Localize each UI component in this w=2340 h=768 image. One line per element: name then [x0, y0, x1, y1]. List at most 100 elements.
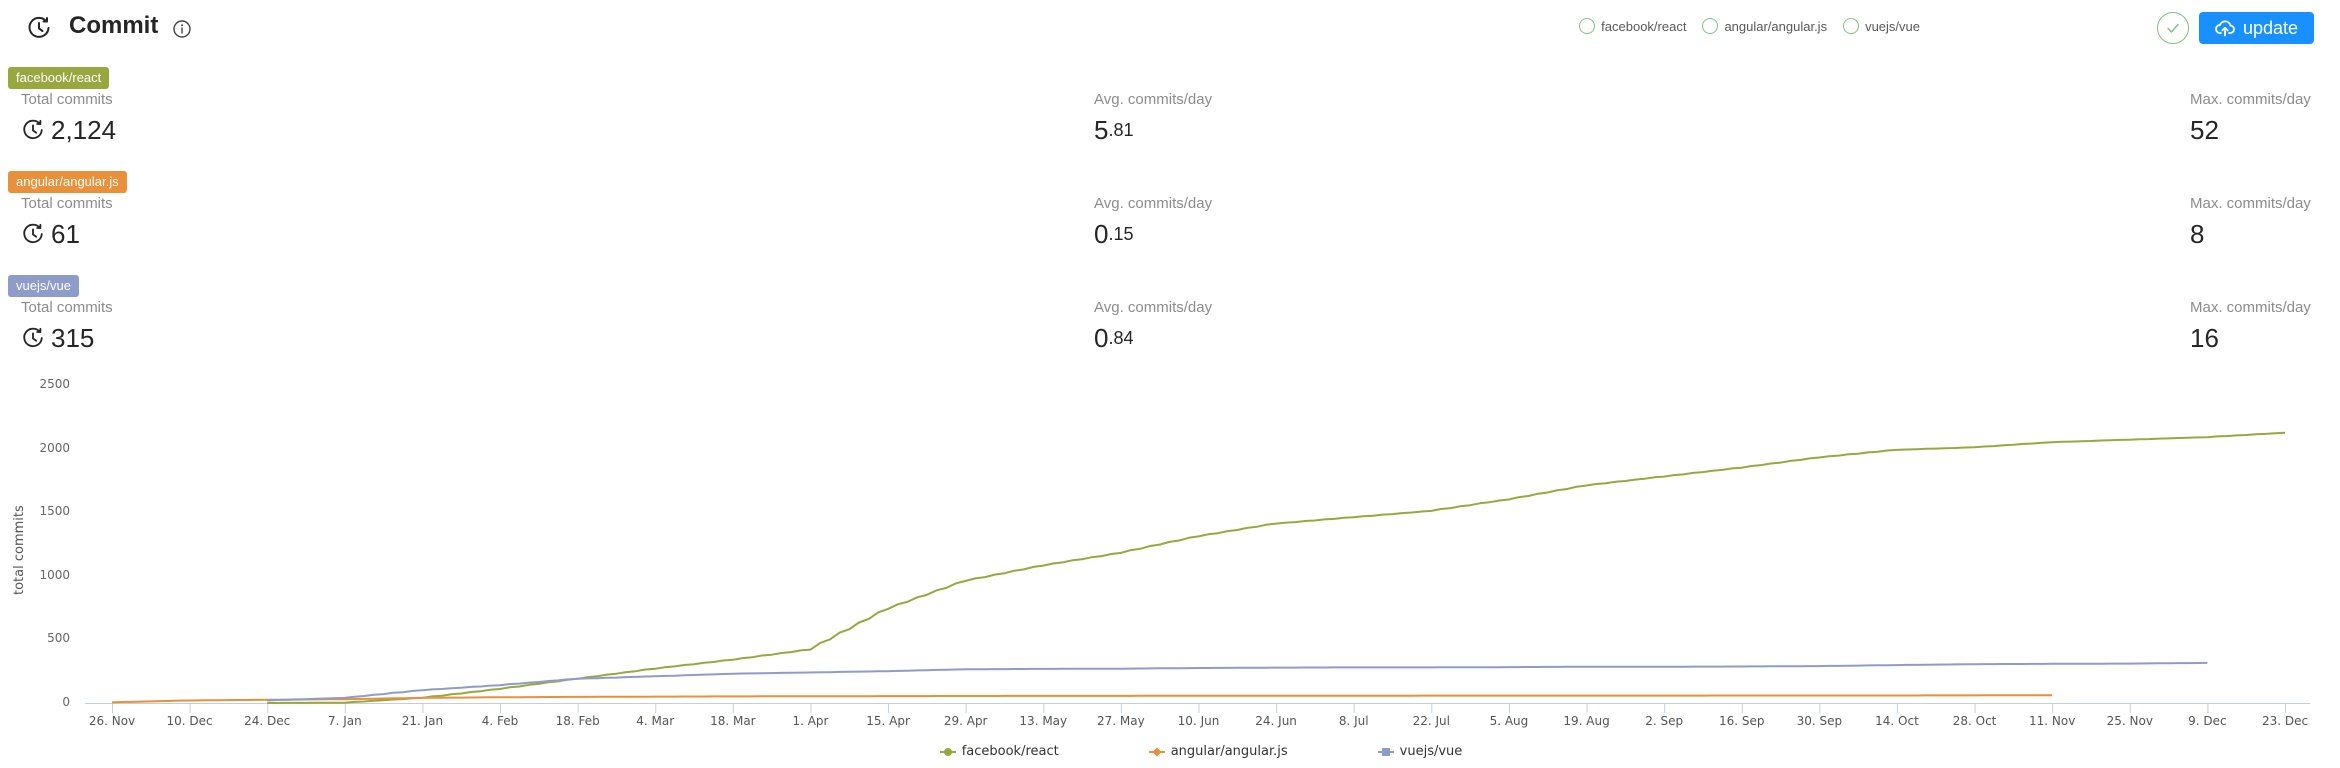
update-button-label: update [2242, 17, 2299, 38]
stat-label: Avg. commits/day [1094, 195, 1213, 212]
update-button[interactable]: update [2199, 12, 2314, 44]
repo-toggle-group: facebook/react angular/angular.js vuejs/… [1579, 18, 1920, 34]
stat-max-commits: Max. commits/day 52 [2190, 91, 2311, 144]
stat-value: 52 [2190, 115, 2219, 145]
radio-circle-icon[interactable] [1702, 18, 1719, 34]
repo-stats-angular: angular/angular.js Total commits 61 Avg.… [0, 171, 2340, 275]
repo-toggle-label: facebook/react [1601, 18, 1687, 34]
stat-value: 0.15 [1094, 220, 1212, 248]
repo-toggle-label: angular/angular.js [1724, 18, 1828, 34]
x-tick-label: 8. Jul [1338, 714, 1369, 728]
stat-value: 2,124 [21, 116, 116, 144]
series-line-facebook-react[interactable] [267, 431, 2286, 704]
x-tick-label: 29. Apr [943, 714, 988, 728]
x-tick-label: 27. May [1097, 714, 1145, 728]
stat-total-commits: Total commits 2,124 [21, 91, 116, 144]
series-line-angular-angular-js[interactable] [111, 694, 2053, 704]
stat-max-commits: Max. commits/day 8 [2190, 195, 2311, 248]
legend-item[interactable]: vuejs/vue [1310, 744, 1462, 759]
total-commits-value: 2,124 [51, 115, 117, 145]
repo-stats-vue: vuejs/vue Total commits 315 Avg. commits… [0, 275, 2340, 379]
stat-value: 61 [21, 220, 113, 248]
y-tick-label: 1000 [39, 567, 70, 582]
x-tick-label: 19. Aug [1563, 714, 1610, 728]
square-marker-icon [1377, 747, 1394, 757]
x-tick-label: 10. Dec [166, 714, 213, 728]
repo-tag: angular/angular.js [8, 171, 127, 193]
legend-label: facebook/react [961, 744, 1059, 759]
y-tick-label: 2500 [39, 377, 70, 391]
stat-label: Total commits [21, 195, 113, 212]
stat-label: Max. commits/day [2190, 91, 2311, 108]
repo-stats-react: facebook/react Total commits 2,124 Avg. … [0, 67, 2340, 171]
stat-avg-commits: Avg. commits/day 0.15 [1094, 195, 1212, 248]
clock-history-icon [23, 327, 43, 348]
stat-label: Max. commits/day [2190, 299, 2311, 316]
avg-int: 0 [1094, 219, 1109, 249]
x-tick-label: 25. Nov [2106, 714, 2153, 728]
chart-plot-area[interactable] [0, 370, 2340, 740]
stat-label: Avg. commits/day [1094, 299, 1213, 316]
x-tick-label: 4. Mar [636, 714, 675, 728]
x-tick-label: 16. Sep [1718, 714, 1765, 728]
stat-max-commits: Max. commits/day 16 [2190, 299, 2311, 352]
total-commits-value: 315 [51, 323, 95, 353]
repo-toggle-react[interactable]: facebook/react [1579, 18, 1686, 34]
stat-avg-commits: Avg. commits/day 5.81 [1094, 91, 1212, 144]
x-tick-label: 13. May [1019, 714, 1068, 728]
x-tick-label: 9. Dec [2188, 714, 2227, 728]
avg-dec: .81 [1108, 120, 1134, 140]
y-tick-label: 500 [47, 631, 70, 646]
x-tick-label: 24. Jun [1255, 714, 1297, 728]
stat-total-commits: Total commits 61 [21, 195, 113, 248]
x-tick-label: 14. Oct [1875, 714, 1919, 728]
y-tick-label: 0 [62, 695, 70, 709]
radio-circle-icon[interactable] [1843, 18, 1860, 34]
legend-item[interactable]: angular/angular.js [1081, 744, 1288, 759]
series-line-vuejs-vue[interactable] [267, 661, 2208, 702]
repo-tag: vuejs/vue [8, 275, 79, 297]
stat-label: Total commits [21, 91, 113, 108]
x-tick-label: 11. Nov [2029, 714, 2076, 728]
page-header: Commit facebook/react angular/angular.js… [0, 0, 2340, 58]
x-tick-label: 21. Jan [401, 714, 444, 728]
page-title: Commit [69, 12, 159, 39]
clock-history-icon [23, 119, 43, 140]
avg-dec: .15 [1108, 224, 1134, 244]
stat-label: Total commits [21, 299, 113, 316]
avg-dec: .84 [1108, 328, 1134, 348]
cloud-upload-icon [2215, 20, 2235, 37]
clock-history-icon [28, 16, 50, 38]
x-tick-label: 23. Dec [2261, 714, 2309, 728]
x-tick-label: 2. Sep [1645, 714, 1684, 728]
repo-toggle-angular[interactable]: angular/angular.js [1702, 18, 1827, 34]
x-tick-label: 10. Jun [1177, 714, 1220, 728]
y-tick-label: 2000 [39, 440, 70, 455]
stat-value: 16 [2190, 323, 2219, 353]
stat-value: 315 [21, 324, 113, 352]
x-tick-label: 18. Feb [555, 714, 600, 728]
info-circle-icon[interactable] [172, 19, 192, 39]
x-tick-label: 7. Jan [327, 714, 362, 728]
x-tick-label: 24. Dec [244, 714, 291, 728]
check-icon [2167, 23, 2179, 33]
commit-line-chart[interactable]: total commits 0 500 1000 1500 2000 2500 26. N… [0, 370, 2340, 768]
radio-circle-icon[interactable] [1579, 18, 1596, 34]
diamond-marker-icon [1148, 746, 1165, 757]
legend-item[interactable]: facebook/react [878, 744, 1059, 759]
x-tick-label: 15. Apr [866, 714, 910, 728]
circle-marker-icon [939, 747, 956, 757]
x-tick-label: 30. Sep [1796, 714, 1843, 728]
repo-toggle-vue[interactable]: vuejs/vue [1843, 18, 1920, 34]
x-tick-label: 22. Jul [1412, 714, 1451, 728]
repo-toggle-label: vuejs/vue [1865, 18, 1920, 34]
confirm-button[interactable] [2157, 12, 2189, 44]
stat-label: Avg. commits/day [1094, 91, 1213, 108]
stat-avg-commits: Avg. commits/day 0.84 [1094, 299, 1212, 352]
y-tick-label: 1500 [39, 504, 70, 519]
x-tick-label: 28. Oct [1952, 714, 1997, 728]
stat-total-commits: Total commits 315 [21, 299, 113, 352]
stat-value: 0.84 [1094, 324, 1212, 352]
avg-int: 5 [1094, 115, 1109, 145]
stat-value: 5.81 [1094, 116, 1212, 144]
